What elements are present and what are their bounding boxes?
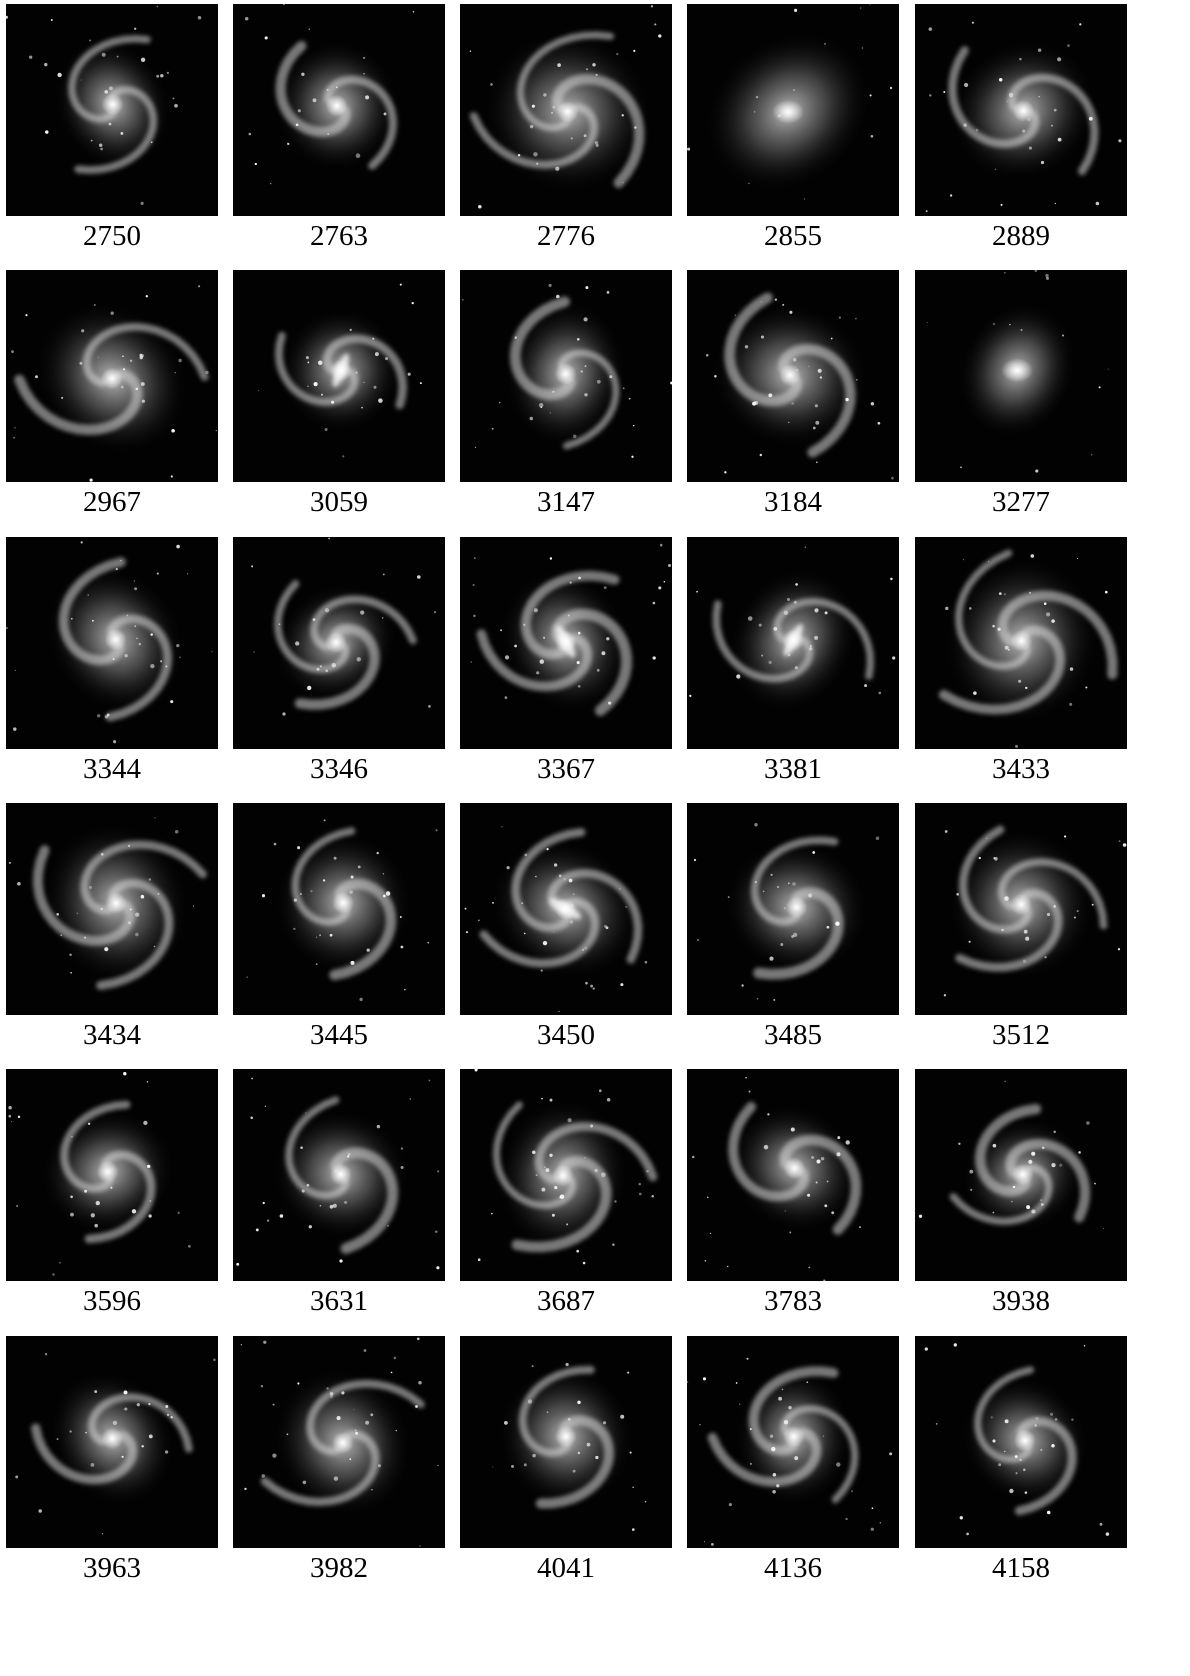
galaxy-image bbox=[460, 4, 672, 216]
galaxy-id-label: 3450 bbox=[537, 1019, 595, 1051]
galaxy-id-label: 3512 bbox=[992, 1019, 1050, 1051]
galaxy-id-label: 3982 bbox=[310, 1552, 368, 1584]
galaxy-image bbox=[6, 270, 218, 482]
galaxy-id-label: 2855 bbox=[764, 220, 822, 252]
galaxy-image bbox=[460, 1069, 672, 1281]
galaxy-id-label: 3346 bbox=[310, 753, 368, 785]
galaxy-id-label: 3277 bbox=[992, 486, 1050, 518]
galaxy-image bbox=[915, 537, 1127, 749]
galaxy-image bbox=[687, 1069, 899, 1281]
galaxy-id-label: 3434 bbox=[83, 1019, 141, 1051]
galaxy-id-label: 3367 bbox=[537, 753, 595, 785]
galaxy-id-label: 4041 bbox=[537, 1552, 595, 1584]
galaxy-id-label: 3445 bbox=[310, 1019, 368, 1051]
galaxy-image bbox=[6, 4, 218, 216]
galaxy-image bbox=[687, 803, 899, 1015]
galaxy-image bbox=[915, 270, 1127, 482]
galaxy-image bbox=[687, 4, 899, 216]
galaxy-id-label: 3631 bbox=[310, 1285, 368, 1317]
galaxy-image bbox=[915, 4, 1127, 216]
galaxy-image bbox=[460, 537, 672, 749]
galaxy-image bbox=[460, 270, 672, 482]
galaxy-image bbox=[233, 270, 445, 482]
galaxy-id-label: 2889 bbox=[992, 220, 1050, 252]
galaxy-id-label: 3783 bbox=[764, 1285, 822, 1317]
galaxy-id-label: 2750 bbox=[83, 220, 141, 252]
galaxy-id-label: 2763 bbox=[310, 220, 368, 252]
galaxy-id-label: 2967 bbox=[83, 486, 141, 518]
galaxy-id-label: 3963 bbox=[83, 1552, 141, 1584]
galaxy-id-label: 3147 bbox=[537, 486, 595, 518]
galaxy-image bbox=[6, 1069, 218, 1281]
galaxy-image bbox=[460, 803, 672, 1015]
galaxy-image bbox=[460, 1336, 672, 1548]
galaxy-id-label: 3184 bbox=[764, 486, 822, 518]
galaxy-id-label: 3433 bbox=[992, 753, 1050, 785]
galaxy-image bbox=[233, 537, 445, 749]
galaxy-id-label: 3596 bbox=[83, 1285, 141, 1317]
galaxy-image bbox=[687, 537, 899, 749]
galaxy-image bbox=[6, 1336, 218, 1548]
galaxy-image bbox=[915, 1069, 1127, 1281]
galaxy-image bbox=[915, 1336, 1127, 1548]
galaxy-image bbox=[233, 803, 445, 1015]
galaxy-image bbox=[233, 1336, 445, 1548]
galaxy-image bbox=[6, 537, 218, 749]
galaxy-image bbox=[233, 1069, 445, 1281]
galaxy-id-label: 3059 bbox=[310, 486, 368, 518]
galaxy-id-label: 3381 bbox=[764, 753, 822, 785]
galaxy-id-label: 2776 bbox=[537, 220, 595, 252]
galaxy-id-label: 3687 bbox=[537, 1285, 595, 1317]
galaxy-id-label: 4158 bbox=[992, 1552, 1050, 1584]
galaxy-image bbox=[687, 1336, 899, 1548]
galaxy-image bbox=[6, 803, 218, 1015]
galaxy-id-label: 4136 bbox=[764, 1552, 822, 1584]
galaxy-id-label: 3344 bbox=[83, 753, 141, 785]
galaxy-id-label: 3938 bbox=[992, 1285, 1050, 1317]
galaxy-image bbox=[233, 4, 445, 216]
galaxy-image bbox=[915, 803, 1127, 1015]
galaxy-id-label: 3485 bbox=[764, 1019, 822, 1051]
galaxy-image bbox=[687, 270, 899, 482]
